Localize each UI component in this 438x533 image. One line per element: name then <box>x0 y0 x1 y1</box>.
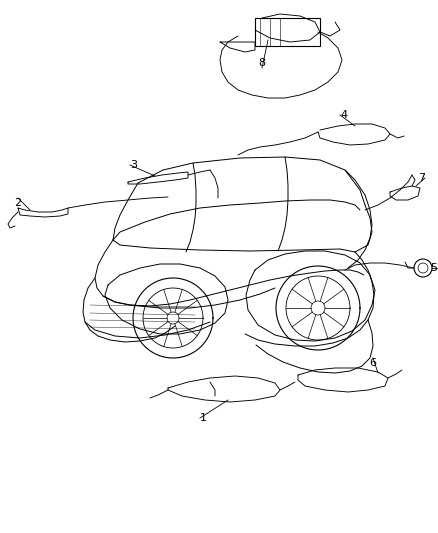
Text: 2: 2 <box>14 198 21 208</box>
Text: 5: 5 <box>430 263 437 273</box>
Text: 8: 8 <box>258 58 265 68</box>
Text: 3: 3 <box>130 160 137 170</box>
Text: 6: 6 <box>370 358 377 368</box>
Text: 1: 1 <box>200 413 207 423</box>
Bar <box>255 18 320 46</box>
Text: 7: 7 <box>418 173 425 183</box>
Text: 4: 4 <box>340 110 347 120</box>
